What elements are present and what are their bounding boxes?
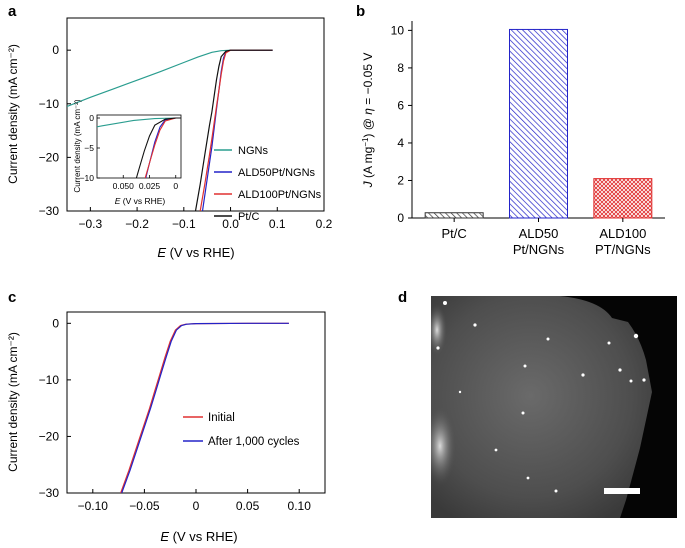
legend-label: Pt/C (238, 211, 259, 223)
y-tick-label: −20 (39, 429, 60, 443)
pt-particle (546, 337, 550, 341)
pt-particle (581, 373, 585, 377)
pt-particle (443, 301, 447, 305)
x-tick-label: −0.3 (79, 217, 103, 231)
inset-x-tick-label: 0.025 (139, 181, 161, 191)
panel-a-chart: 0 −10 −20 −30 −0.3 −0.2 −0.1 0.0 0.1 0.2 Current… (6, 17, 333, 260)
x-tick-label: 0.1 (269, 217, 286, 231)
y-tick-label: 6 (397, 98, 404, 112)
y-tick-label: 0 (397, 211, 404, 225)
pt-particle (629, 379, 633, 383)
pt-particle (642, 378, 646, 382)
scale-bar (604, 488, 640, 494)
category-label: ALD50 (519, 226, 559, 241)
x-tick-label: 0 (193, 499, 200, 513)
inset-frame (96, 114, 182, 179)
series-line-0 (67, 49, 273, 108)
series-line-0 (120, 322, 289, 493)
legend-label: ALD50Pt/NGNs (238, 167, 316, 179)
pt-particle (521, 411, 525, 415)
panel-c-ylabel: Current density (mA cm⁻²) (6, 332, 20, 472)
y-tick-label: 2 (397, 173, 404, 187)
legend-label: ALD100Pt/NGNs (238, 189, 322, 201)
panel-a-xlabel: E (V vs RHE) (157, 245, 234, 260)
inset-y-tick-label: 0 (89, 113, 94, 123)
pt-particle (633, 333, 639, 339)
pt-particle (436, 346, 440, 350)
panel-c-letter: c (8, 289, 16, 306)
panel-a-letter: a (8, 3, 17, 20)
pt-particle (473, 323, 477, 327)
x-tick-label: 0.0 (222, 217, 239, 231)
category-label: ALD100 (599, 226, 646, 241)
graphene-sheet (431, 296, 652, 518)
series-line-1 (121, 322, 289, 493)
panel-b-ylabel: J (A mg−1) @ η = −0.05 V (361, 53, 375, 189)
panel-d-micrograph (431, 296, 677, 518)
pt-particle (554, 489, 558, 493)
y-tick-label: 8 (397, 61, 404, 75)
x-tick-label: −0.10 (78, 499, 109, 513)
inset-background (91, 108, 191, 184)
legend-label: After 1,000 cycles (208, 436, 300, 448)
panel-c-chart: 0 −10 −20 −30 −0.10 −0.05 0 0.05 0.10 Current d… (6, 311, 326, 544)
pt-particle (607, 341, 611, 345)
y-tick-label: −20 (39, 150, 60, 164)
y-tick-label: 10 (391, 23, 405, 37)
category-label: Pt/C (442, 226, 467, 241)
x-tick-label: −0.2 (125, 217, 149, 231)
panel-c-frame (66, 311, 326, 494)
y-tick-label: −10 (39, 373, 60, 387)
inset-x-tick-label: 0.050 (113, 181, 135, 191)
series-line-3 (194, 49, 273, 211)
pt-particles (436, 301, 646, 493)
sheet-edge-glow (431, 406, 456, 486)
legend-label: Initial (208, 412, 235, 424)
x-tick-label: 0.2 (316, 217, 333, 231)
category-label: Pt/NGNs (513, 242, 565, 257)
category-label: PT/NGNs (595, 242, 651, 257)
panel-d-letter: d (398, 289, 407, 306)
pt-particle (523, 364, 527, 368)
inset-series-line-3 (135, 117, 181, 178)
y-tick-label: 4 (397, 136, 404, 150)
y-tick-label: 0 (52, 43, 59, 57)
pt-particle (458, 390, 462, 394)
x-tick-label: 0.10 (288, 499, 312, 513)
inset-y-tick-label: −5 (84, 143, 94, 153)
bar-2 (593, 178, 653, 219)
pt-particle (494, 448, 498, 452)
y-tick-label: −30 (39, 486, 60, 500)
y-tick-label: −30 (39, 204, 60, 218)
y-tick-label: 0 (52, 316, 59, 330)
y-tick-label: −10 (39, 97, 60, 111)
bar-0 (424, 212, 484, 219)
sheet-edge-glow-top (431, 304, 447, 356)
legend-label: NGNs (238, 145, 268, 157)
series-line-2 (199, 49, 273, 211)
inset-x-tick-label: 0 (173, 181, 178, 191)
panel-b-letter: b (356, 3, 365, 20)
inset-xlabel: E (V vs RHE) (115, 196, 166, 206)
x-tick-label: −0.1 (172, 217, 196, 231)
x-tick-label: 0.05 (236, 499, 260, 513)
x-tick-label: −0.05 (129, 499, 160, 513)
inset-y-tick-label: −10 (80, 173, 95, 183)
pt-particle (526, 476, 530, 480)
panel-c-xlabel: E (V vs RHE) (160, 529, 237, 544)
inset-ylabel: Current density (mA cm⁻²) (73, 99, 82, 192)
pt-particle (618, 368, 622, 372)
panel-a-ylabel: Current density (mA cm⁻²) (6, 44, 20, 184)
bar-1 (509, 28, 568, 219)
